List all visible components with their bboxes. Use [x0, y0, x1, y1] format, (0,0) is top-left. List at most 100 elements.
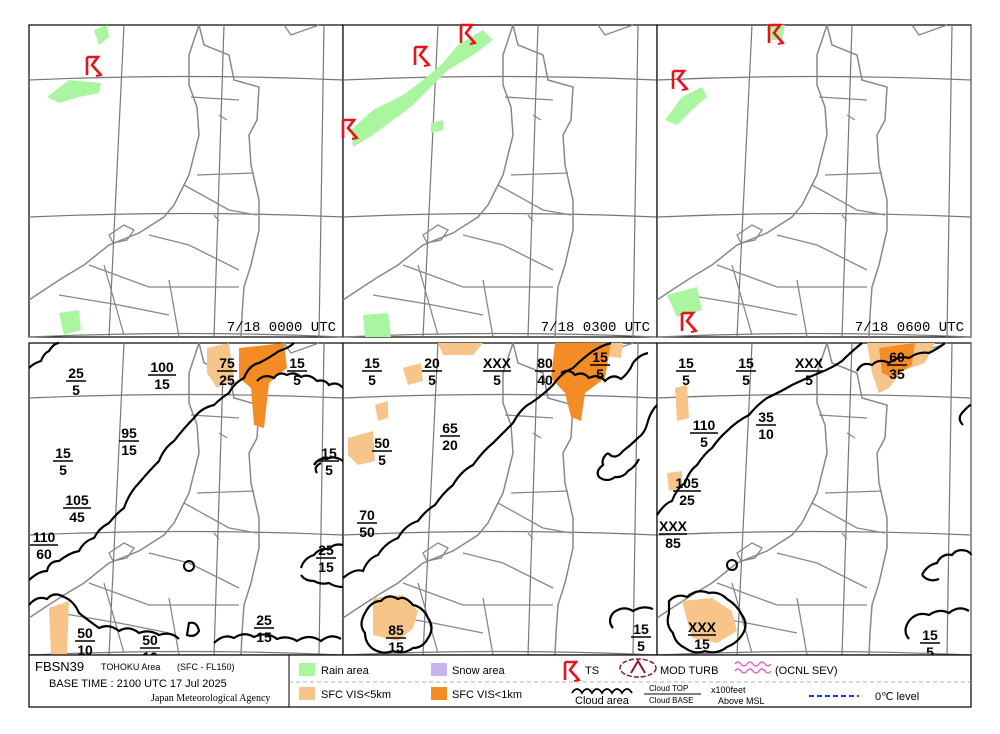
base-time: BASE TIME : 2100 UTC 17 Jul 2025 — [49, 678, 227, 690]
cloud-top-base-label: 155 — [319, 445, 339, 478]
cloud-base-value: 5 — [428, 372, 436, 388]
cloud-base-value: 5 — [378, 452, 386, 468]
cloud-top-value: 15 — [922, 627, 938, 643]
cloud-base-value: 5 — [59, 462, 67, 478]
cloud-top-value: 85 — [388, 622, 404, 638]
panel-bottom-1 — [28, 341, 344, 656]
cloud-base-value: 50 — [359, 524, 375, 540]
cloud-base-value: 15 — [121, 442, 137, 458]
cloud-top-base-label: 205 — [422, 355, 442, 388]
cloud-top-value: XXX — [795, 355, 824, 371]
cloud-top-value: 75 — [219, 355, 235, 371]
sev-icon — [734, 661, 772, 674]
cloud-top-base-label: 155 — [362, 355, 382, 388]
cloud-area-boundary — [596, 404, 658, 482]
cloud-base-value: 15 — [694, 636, 710, 652]
valid-time-label: 7/18 0300 UTC — [541, 320, 650, 336]
cloud-base-value: 5 — [805, 372, 813, 388]
cloud-base-value: 45 — [69, 509, 85, 525]
cloud-area-legend-label: Cloud area — [575, 695, 630, 707]
cloud-area-boundary — [256, 372, 344, 389]
cloud-area-boundary — [904, 607, 970, 640]
cloud-area-boundary — [28, 593, 342, 644]
cloud-top-value: 20 — [424, 355, 440, 371]
cloud-top-value: 15 — [633, 621, 649, 637]
panel-bottom-2 — [342, 341, 658, 656]
vis-lt5km-area — [373, 595, 418, 641]
cloud-base-value: 40 — [537, 372, 553, 388]
cloud-top-value: 110 — [693, 417, 716, 433]
cloud-base-value: 60 — [36, 546, 52, 562]
cloud-area-boundary — [856, 342, 946, 372]
cloud-top-value: XXX — [688, 619, 717, 635]
cloud-area-icon — [571, 688, 633, 695]
vis-lt5km-area — [207, 343, 234, 388]
cloud-top-base-label: 155 — [287, 355, 307, 388]
vis-lt1km-area — [551, 343, 611, 421]
cloud-base-value: 5 — [926, 644, 934, 660]
cloud-base-value: 5 — [682, 372, 690, 388]
cloud-top-value: 100 — [150, 359, 174, 375]
cloud-top-value: 50 — [142, 632, 158, 648]
cloud-area-boundary — [958, 403, 972, 426]
cloud-top-value: 65 — [442, 420, 458, 436]
cloud-base-value: 5 — [325, 462, 333, 478]
cloud-top-value: XXX — [659, 518, 688, 534]
cloud-base-value: 15 — [318, 559, 334, 575]
cloud-top-value: 15 — [592, 349, 608, 365]
cloud-base-value: 5 — [637, 638, 645, 654]
cloud-base-value: 5 — [293, 372, 301, 388]
cloud-base-label: Cloud BASE — [649, 696, 693, 705]
sev-legend-label: (OCNL SEV) — [775, 665, 838, 677]
cloud-top-value: 50 — [374, 435, 390, 451]
cloud-top-value: 105 — [65, 492, 89, 508]
cloud-base-value: 20 — [442, 437, 458, 453]
cloud-base-value: 15 — [154, 376, 170, 392]
chart-id: FBSN39 — [35, 659, 84, 674]
cloud-area-boundary — [313, 456, 344, 474]
cloud-top-value: 15 — [364, 355, 380, 371]
cloud-top-value: 70 — [359, 507, 375, 523]
msl-label: Above MSL — [718, 696, 765, 706]
cloud-top-value: 15 — [738, 355, 754, 371]
rain-area — [351, 30, 493, 337]
rain-area — [665, 25, 785, 317]
turb-icon — [619, 658, 657, 678]
zero-level-legend-label: 0℃ level — [875, 691, 919, 703]
cloud-top-base-label: 155 — [590, 349, 610, 382]
cloud-top-value: 50 — [77, 625, 93, 641]
cloud-base-value: 5 — [368, 372, 376, 388]
panel-bottom-3 — [656, 342, 973, 656]
cloud-area-boundary — [28, 342, 295, 581]
cloud-top-value: 110 — [33, 529, 56, 545]
rain-swatch — [299, 663, 315, 676]
rain-area — [47, 25, 109, 335]
cloud-base-value: 5 — [72, 382, 80, 398]
cloud-top-value: 15 — [55, 445, 71, 461]
vis-lt1km-area — [879, 343, 915, 378]
snow-legend-label: Snow area — [452, 665, 505, 677]
cloud-top-value: 105 — [675, 475, 699, 491]
vis5-legend-label: SFC VIS<5km — [321, 689, 391, 701]
cloud-base-value: 10 — [758, 426, 774, 442]
cloud-top-value: 15 — [289, 355, 305, 371]
units-label: x100feet — [711, 685, 746, 695]
cloud-area-boundary — [360, 595, 433, 654]
